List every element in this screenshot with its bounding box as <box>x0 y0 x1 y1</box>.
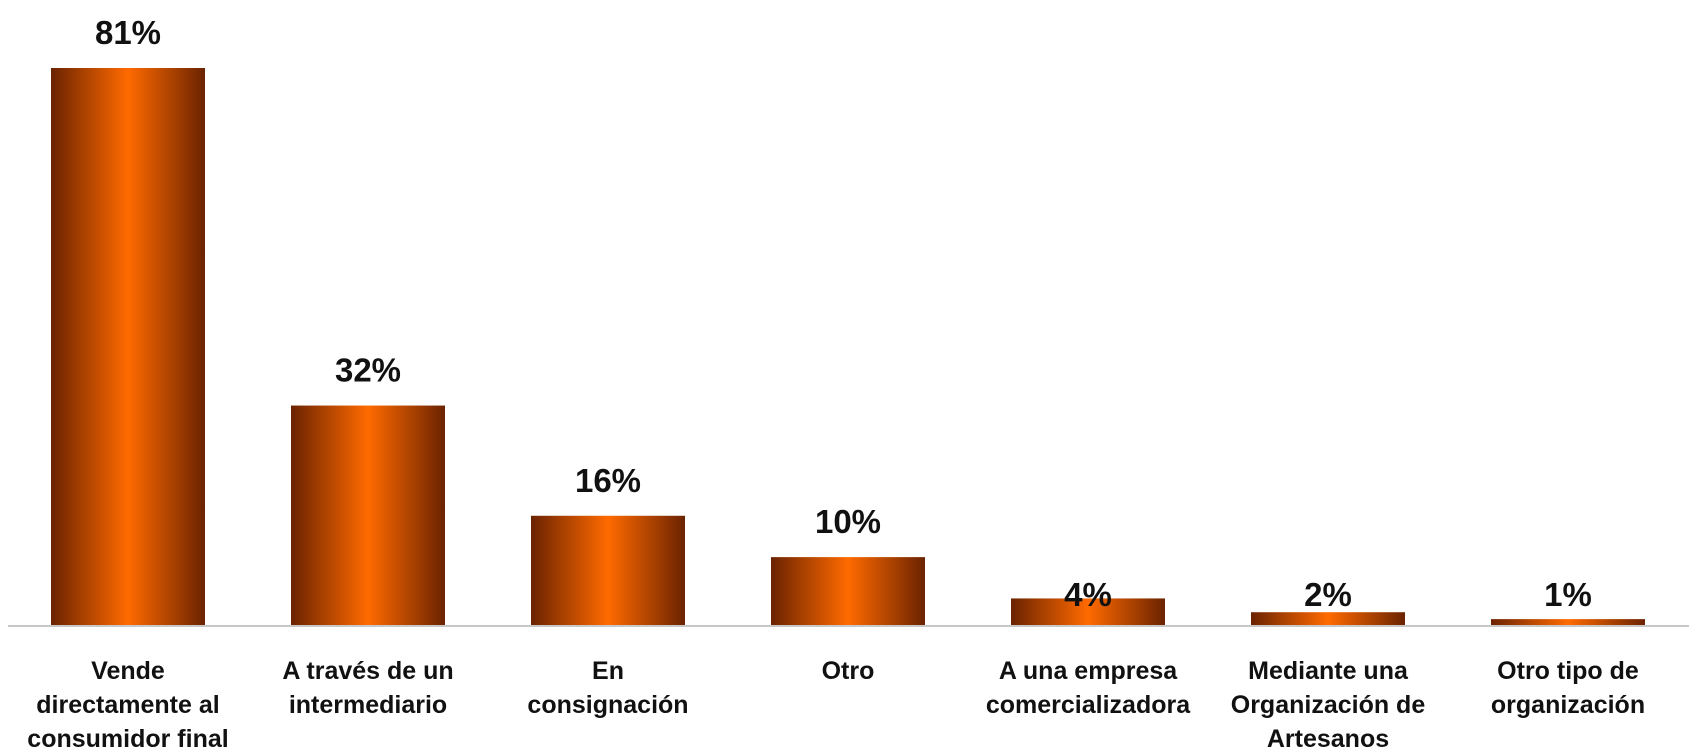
category-label: A través de un intermediario <box>282 657 453 719</box>
bar <box>51 68 205 626</box>
category-label: Mediante una Organización de Artesanos <box>1231 657 1426 751</box>
bars-group <box>51 68 1645 626</box>
bar <box>1491 619 1645 626</box>
bar-value-label: 1% <box>1544 576 1592 613</box>
bar-value-label: 81% <box>95 14 161 51</box>
bar <box>291 405 445 626</box>
bar <box>531 515 685 626</box>
bar-value-label: 4% <box>1064 576 1112 613</box>
category-labels-group: Vende directamente al consumidor final A tr… <box>27 657 1645 751</box>
category-label: Otro <box>822 657 875 685</box>
value-labels-group: 81% 32% 16% 10% 4% 2% 1% <box>95 14 1592 613</box>
category-label: A una empresa comercializadora <box>986 657 1191 719</box>
bar-value-label: 16% <box>575 462 641 499</box>
bar <box>771 557 925 626</box>
bar <box>1251 612 1405 626</box>
bar-value-label: 10% <box>815 503 881 540</box>
category-label: En consignación <box>527 657 688 719</box>
bar <box>1011 598 1165 626</box>
category-label: Otro tipo de organización <box>1491 657 1645 719</box>
bar-value-label: 32% <box>335 352 401 389</box>
category-label: Vende directamente al consumidor final <box>27 657 228 751</box>
bar-value-label: 2% <box>1304 576 1352 613</box>
